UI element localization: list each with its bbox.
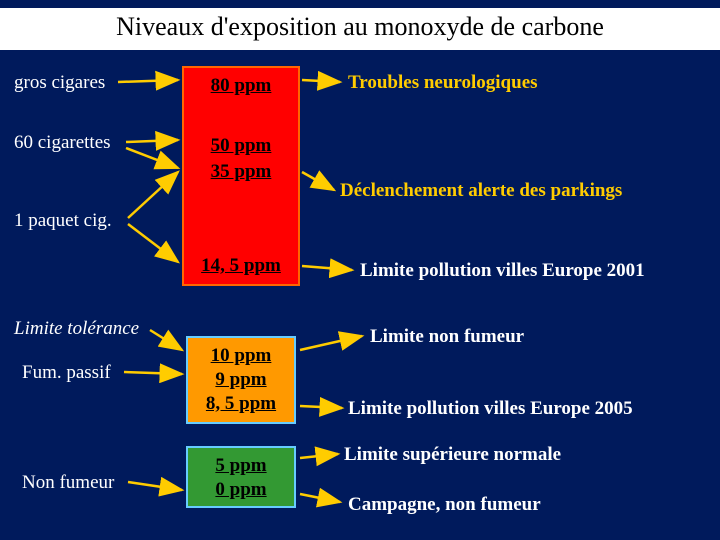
- effect-non-fumeur-limite: Limite non fumeur: [370, 326, 524, 348]
- value-9ppm: 9 ppm: [188, 368, 294, 392]
- effect-neurologique: Troubles neurologiques: [348, 72, 538, 94]
- label-1-paquet: 1 paquet cig.: [14, 210, 112, 232]
- label-non-fumeur: Non fumeur: [22, 472, 114, 494]
- value-80ppm: 80 ppm: [184, 74, 298, 98]
- effect-sup-normale: Limite supérieure normale: [344, 444, 561, 466]
- value-5ppm: 5 ppm: [188, 454, 294, 478]
- box-orange-medium-exposure: 10 ppm 9 ppm 8, 5 ppm: [186, 336, 296, 424]
- effect-campagne: Campagne, non fumeur: [348, 494, 541, 516]
- box-red-high-exposure: 80 ppm 50 ppm 35 ppm 14, 5 ppm: [182, 66, 300, 286]
- effect-eu2005: Limite pollution villes Europe 2005: [348, 398, 633, 420]
- value-14-5ppm: 14, 5 ppm: [184, 254, 298, 278]
- value-50ppm: 50 ppm: [184, 134, 298, 158]
- label-gros-cigares: gros cigares: [14, 72, 105, 94]
- value-10ppm: 10 ppm: [188, 344, 294, 368]
- label-limite-tolerance: Limite tolérance: [14, 318, 139, 340]
- value-35ppm: 35 ppm: [184, 160, 298, 184]
- label-60-cigarettes: 60 cigarettes: [14, 132, 111, 154]
- value-8-5ppm: 8, 5 ppm: [188, 392, 294, 416]
- effect-parking: Déclenchement alerte des parkings: [340, 180, 622, 202]
- value-0ppm: 0 ppm: [188, 478, 294, 502]
- label-fum-passif: Fum. passif: [22, 362, 111, 384]
- box-green-low-exposure: 5 ppm 0 ppm: [186, 446, 296, 508]
- effect-eu2001: Limite pollution villes Europe 2001: [360, 260, 645, 282]
- slide-title: Niveaux d'exposition au monoxyde de carb…: [0, 8, 720, 50]
